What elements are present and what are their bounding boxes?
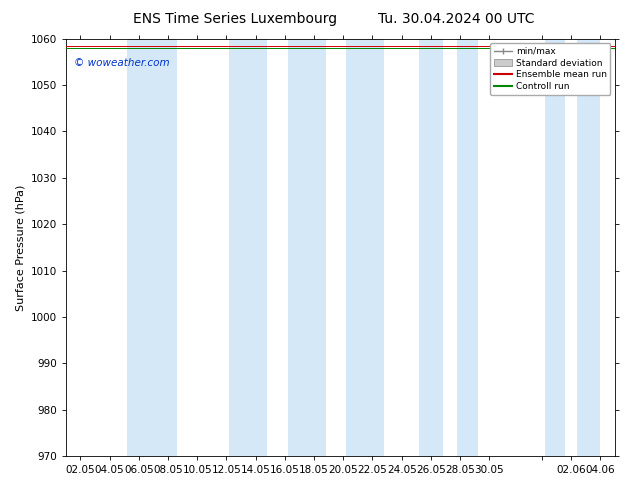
Bar [127, 39, 177, 456]
Bar [545, 39, 565, 456]
Bar [288, 39, 326, 456]
Bar [577, 39, 600, 456]
Text: ENS Time Series Luxembourg: ENS Time Series Luxembourg [133, 12, 337, 26]
Bar [419, 39, 443, 456]
Legend: min/max, Standard deviation, Ensemble mean run, Controll run: min/max, Standard deviation, Ensemble me… [491, 43, 611, 95]
Y-axis label: Surface Pressure (hPa): Surface Pressure (hPa) [15, 184, 25, 311]
Bar [230, 39, 268, 456]
Bar [346, 39, 384, 456]
Text: © woweather.com: © woweather.com [74, 57, 170, 68]
Text: Tu. 30.04.2024 00 UTC: Tu. 30.04.2024 00 UTC [378, 12, 534, 26]
Bar [457, 39, 477, 456]
